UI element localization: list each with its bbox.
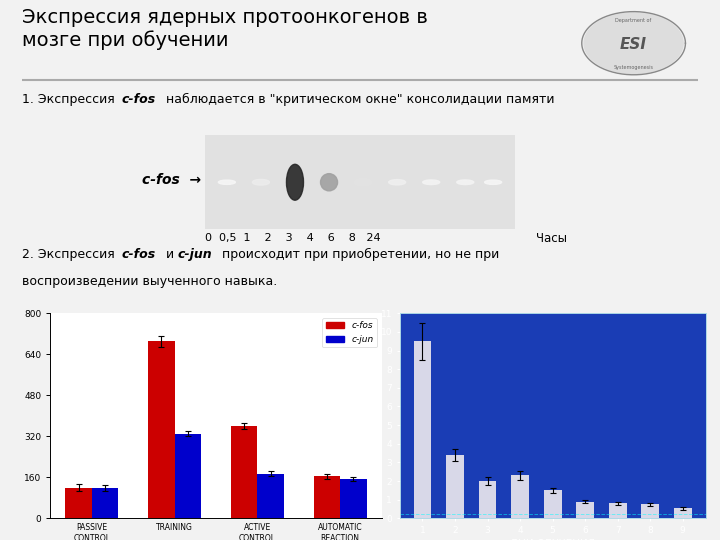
Bar	[479, 481, 497, 518]
Text: Экспрессия ядерных протоонкогенов в
мозге при обучении: Экспрессия ядерных протоонкогенов в мозг…	[22, 8, 428, 50]
Bar	[148, 341, 175, 518]
Text: и: и	[162, 248, 178, 261]
Text: Department of: Department of	[616, 18, 652, 23]
Bar	[314, 476, 340, 518]
Bar	[413, 341, 431, 518]
Ellipse shape	[354, 179, 372, 186]
X-axis label: ДНИ ОБУЧЕНИЯ: ДНИ ОБУЧЕНИЯ	[510, 539, 595, 540]
Legend: c-fos, c-jun: c-fos, c-jun	[323, 318, 377, 347]
Bar	[642, 504, 659, 518]
Circle shape	[584, 13, 683, 73]
Text: происходит при приобретении, но не при: происходит при приобретении, но не при	[218, 248, 499, 261]
Bar	[674, 508, 692, 518]
Ellipse shape	[218, 180, 235, 184]
Text: ESI: ESI	[620, 37, 647, 52]
Text: наблюдается в "критическом окне" консолидации памяти: наблюдается в "критическом окне" консоли…	[162, 93, 554, 106]
Ellipse shape	[389, 180, 405, 185]
Bar	[175, 434, 201, 518]
Text: Часы: Часы	[536, 232, 567, 245]
Bar	[544, 490, 562, 518]
Bar	[257, 474, 284, 518]
Text: воспроизведении выученного навыка.: воспроизведении выученного навыка.	[22, 275, 277, 288]
Bar	[608, 503, 626, 518]
Text: Systemogenesis: Systemogenesis	[613, 65, 654, 70]
Bar	[511, 476, 529, 518]
Text: c-fos: c-fos	[122, 93, 156, 106]
Ellipse shape	[485, 180, 502, 184]
Ellipse shape	[423, 180, 440, 185]
Bar	[66, 488, 92, 518]
Text: 0  0,5  1    2    3    4    6    8   24: 0 0,5 1 2 3 4 6 8 24	[205, 233, 381, 243]
Text: c-fos: c-fos	[122, 248, 156, 261]
Text: c-fos  →: c-fos →	[143, 173, 202, 187]
Text: c-jun: c-jun	[177, 248, 212, 261]
Ellipse shape	[456, 180, 474, 185]
Bar	[576, 502, 594, 518]
Ellipse shape	[320, 174, 338, 191]
Ellipse shape	[287, 164, 304, 200]
Bar	[446, 455, 464, 518]
Bar	[92, 488, 118, 518]
Bar	[231, 426, 257, 518]
Ellipse shape	[253, 179, 269, 185]
Text: 2. Экспрессия: 2. Экспрессия	[22, 248, 118, 261]
Bar	[340, 478, 366, 518]
Text: 1. Экспрессия: 1. Экспрессия	[22, 93, 118, 106]
